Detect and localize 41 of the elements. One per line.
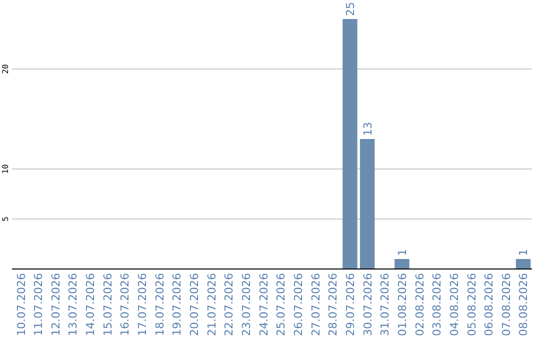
x-tick-label: 30.07.2026 — [361, 273, 374, 336]
x-tick-label: 15.07.2026 — [101, 273, 114, 336]
x-tick-label: 31.07.2026 — [378, 273, 392, 336]
x-tick-label: 23.07.2026 — [240, 273, 254, 336]
y-tick-label: 20 — [1, 64, 10, 74]
bar — [342, 19, 358, 269]
bar — [516, 259, 531, 269]
x-tick-label: 20.07.2026 — [188, 273, 202, 336]
x-tick-label: 21.07.2026 — [205, 273, 218, 336]
x-tick-label: 14.07.2026 — [84, 273, 98, 336]
x-tick-label: 03.08.2026 — [430, 273, 444, 336]
y-tick-label: 5 — [1, 216, 10, 222]
x-tick-label: 19.07.2026 — [170, 273, 184, 336]
y-tick-label: 10 — [1, 164, 10, 174]
x-tick-label: 04.08.2026 — [448, 273, 461, 336]
x-tick-label: 16.07.2026 — [118, 273, 132, 336]
x-tick-label: 26.07.2026 — [292, 273, 305, 336]
x-tick-label: 12.07.2026 — [49, 273, 62, 336]
x-tick-label: 11.07.2026 — [32, 273, 46, 336]
x-tick-label: 24.07.2026 — [257, 273, 270, 336]
x-tick-label: 07.08.2026 — [500, 273, 513, 336]
x-tick-label: 25.07.2026 — [274, 273, 288, 336]
x-tick-label: 29.07.2026 — [344, 273, 357, 336]
x-tick-label: 27.07.2026 — [309, 273, 322, 336]
x-tick-label: 10.07.2026 — [14, 273, 28, 336]
data-label: 1 — [517, 249, 530, 256]
x-tick-label: 13.07.2026 — [66, 273, 80, 336]
x-tick-label: 17.07.2026 — [136, 273, 150, 336]
x-tick-label: 01.08.2026 — [396, 273, 409, 336]
data-label: 13 — [361, 122, 374, 136]
x-tick-label: 08.08.2026 — [517, 273, 530, 336]
x-tick-label: 06.08.2026 — [482, 273, 496, 336]
x-tick-label: 22.07.2026 — [222, 273, 236, 336]
x-tick-label: 05.08.2026 — [465, 273, 478, 336]
x-tick-label: 02.08.2026 — [413, 273, 426, 336]
x-tick-label: 28.07.2026 — [326, 273, 340, 336]
data-label: 25 — [344, 2, 357, 16]
data-label: 1 — [396, 249, 409, 256]
bar — [394, 259, 410, 269]
bar — [360, 139, 375, 269]
x-tick-label: 18.07.2026 — [153, 273, 166, 336]
